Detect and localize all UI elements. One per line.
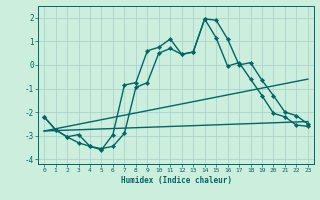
X-axis label: Humidex (Indice chaleur): Humidex (Indice chaleur) — [121, 176, 231, 185]
